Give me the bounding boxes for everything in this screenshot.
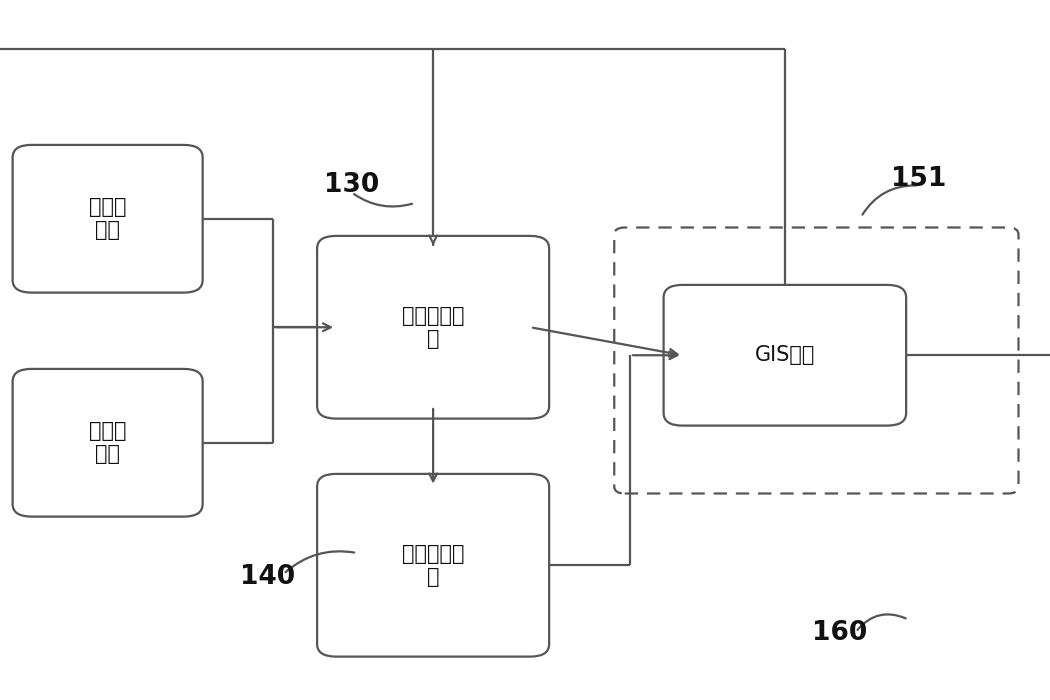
Bar <box>47 164 168 262</box>
FancyBboxPatch shape <box>317 474 549 657</box>
Text: 信息获
模块: 信息获 模块 <box>89 421 126 464</box>
Text: 151: 151 <box>891 165 946 192</box>
FancyBboxPatch shape <box>317 236 549 419</box>
Text: 信息采
模块: 信息采 模块 <box>89 197 126 240</box>
Text: 深度决策模
块: 深度决策模 块 <box>402 544 464 587</box>
Bar <box>47 395 168 493</box>
Text: 140: 140 <box>240 564 295 591</box>
Text: 130: 130 <box>324 172 379 199</box>
Text: GIS单元: GIS单元 <box>755 345 815 365</box>
FancyBboxPatch shape <box>13 145 203 293</box>
FancyBboxPatch shape <box>13 369 203 517</box>
Text: 160: 160 <box>813 620 867 647</box>
Text: 信息处理模
块: 信息处理模 块 <box>402 306 464 349</box>
FancyBboxPatch shape <box>664 285 906 426</box>
